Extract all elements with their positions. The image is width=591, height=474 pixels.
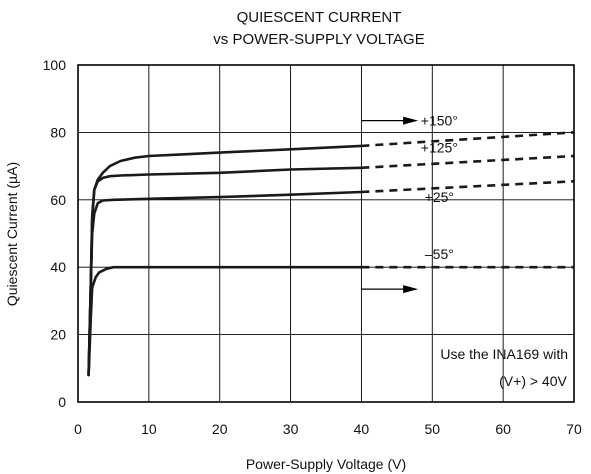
x-tick-label: 60 (495, 421, 511, 437)
series-curves (87, 131, 575, 377)
y-tick-label: 100 (43, 57, 67, 73)
series-line-125-extrapolated (361, 154, 575, 170)
arrow-head-2 (403, 285, 419, 294)
series-label-125: +125° (421, 140, 458, 156)
x-tick-label: 0 (74, 421, 82, 437)
annotation-line-2: (V+) > 40V (499, 373, 567, 389)
series-line-25 (87, 190, 363, 377)
tick-labels: 0 10 20 30 40 50 60 70 0 20 40 60 80 100 (43, 57, 582, 437)
y-tick-label: 80 (50, 124, 66, 140)
x-tick-label: 50 (424, 421, 440, 437)
series-label-25: +25° (425, 189, 454, 205)
gridlines (78, 65, 574, 402)
series-line-150 (87, 144, 363, 377)
x-tick-label: 70 (566, 421, 582, 437)
arrow-head-1 (403, 116, 419, 125)
annotation-arrows (361, 116, 419, 294)
annotation-line-1: Use the INA169 with (440, 346, 568, 362)
chart-title-line-1: QUIESCENT CURRENT (237, 9, 402, 26)
x-axis-label: Power-Supply Voltage (V) (246, 456, 406, 472)
series-line-25-extrapolated (361, 180, 575, 194)
y-tick-label: 60 (50, 192, 66, 208)
chart-title-line-2: vs POWER-SUPPLY VOLTAGE (213, 31, 424, 48)
x-tick-label: 40 (354, 421, 370, 437)
x-tick-label: 30 (283, 421, 299, 437)
series-labels: +150° +125° +25° –55° (421, 113, 458, 262)
y-axis-label: Quiescent Current (µA) (4, 162, 20, 306)
y-tick-label: 20 (50, 327, 66, 343)
series-line-55 (87, 265, 363, 377)
series-line-150-extrapolated (361, 131, 575, 148)
x-tick-label: 10 (141, 421, 157, 437)
series-label-55: –55° (425, 246, 454, 262)
y-tick-label: 0 (58, 394, 66, 410)
series-label-150: +150° (421, 113, 458, 129)
x-tick-label: 20 (212, 421, 228, 437)
plot-frame (77, 64, 575, 403)
y-tick-label: 40 (50, 259, 66, 275)
